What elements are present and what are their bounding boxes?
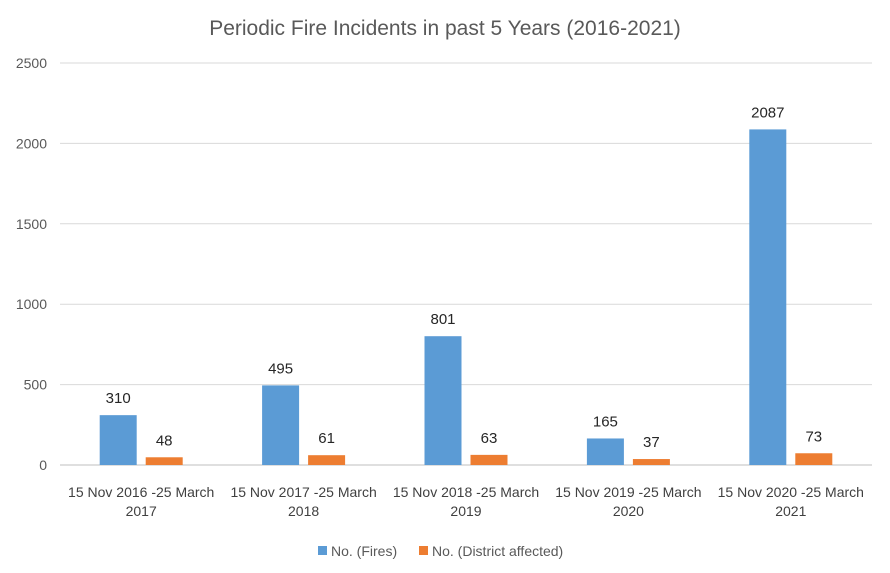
x-tick-label-line: 2020	[613, 503, 644, 519]
y-axis: 0 500 1000 1500 2000 2500	[16, 55, 47, 473]
legend-swatch-district-affected	[419, 546, 428, 555]
bar-district-affected	[145, 457, 183, 465]
bars: 310 48 495 61 801 63 165 37 2087 73	[99, 104, 833, 465]
data-label: 165	[593, 413, 618, 430]
x-tick-label: 15 Nov 2020 -25 March 2021	[718, 484, 864, 519]
x-tick-label-line: 15 Nov 2020 -25 March	[718, 484, 864, 500]
y-tick-label: 2000	[16, 135, 47, 151]
x-tick-label: 15 Nov 2019 -25 March 2020	[555, 484, 701, 519]
bar-fires	[424, 336, 462, 465]
legend-label-fires: No. (Fires)	[331, 543, 397, 559]
y-tick-label: 0	[39, 457, 47, 473]
bar-fires	[586, 438, 624, 465]
bar-fires	[99, 415, 137, 465]
x-tick-label-line: 2021	[775, 503, 806, 519]
bar-district-affected	[632, 459, 670, 465]
x-tick-label-line: 15 Nov 2016 -25 March	[68, 484, 214, 500]
y-tick-label: 1000	[16, 296, 47, 312]
bar-district-affected	[795, 453, 833, 465]
x-tick-label: 15 Nov 2017 -25 March 2018	[230, 484, 376, 519]
legend: No. (Fires) No. (District affected)	[318, 543, 563, 559]
bar-fires	[749, 129, 787, 465]
legend-swatch-fires	[318, 546, 327, 555]
x-tick-label: 15 Nov 2016 -25 March 2017	[68, 484, 214, 519]
data-label: 801	[430, 311, 455, 328]
x-tick-label: 15 Nov 2018 -25 March 2019	[393, 484, 539, 519]
x-tick-label-line: 2017	[126, 503, 157, 519]
data-label: 310	[106, 390, 131, 407]
data-label: 2087	[751, 104, 784, 121]
legend-label-district-affected: No. (District affected)	[432, 543, 563, 559]
data-label: 37	[643, 434, 660, 451]
y-tick-label: 1500	[16, 216, 47, 232]
y-tick-label: 2500	[16, 55, 47, 71]
x-tick-label-line: 2019	[450, 503, 481, 519]
chart-title: Periodic Fire Incidents in past 5 Years …	[209, 17, 681, 40]
bar-fires	[262, 385, 300, 465]
x-tick-label-line: 15 Nov 2017 -25 March	[230, 484, 376, 500]
data-label: 73	[805, 428, 822, 445]
x-tick-label-line: 15 Nov 2019 -25 March	[555, 484, 701, 500]
gridlines	[60, 62, 872, 466]
bar-district-affected	[470, 454, 508, 465]
data-label: 495	[268, 360, 293, 377]
y-tick-label: 500	[24, 377, 48, 393]
x-axis: 15 Nov 2016 -25 March 2017 15 Nov 2017 -25…	[68, 484, 864, 519]
x-tick-label-line: 15 Nov 2018 -25 March	[393, 484, 539, 500]
data-label: 48	[156, 432, 173, 449]
data-label: 61	[318, 430, 335, 447]
bar-district-affected	[308, 455, 346, 465]
x-tick-label-line: 2018	[288, 503, 319, 519]
data-label: 63	[481, 430, 498, 447]
